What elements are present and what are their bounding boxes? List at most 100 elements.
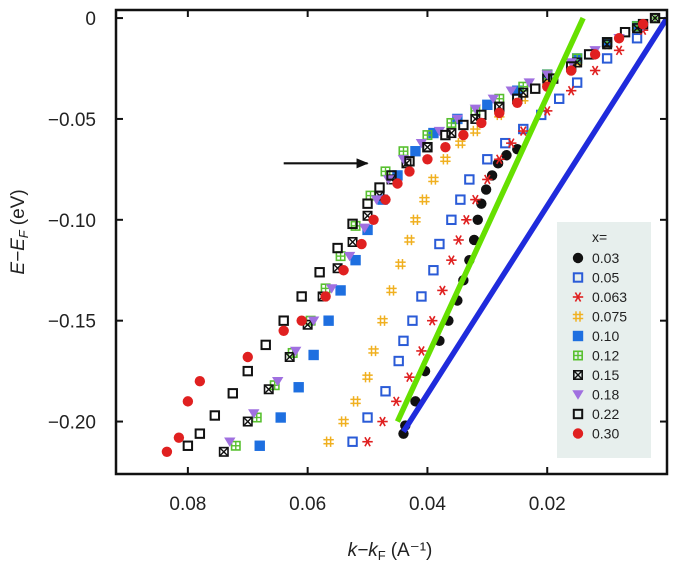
plot-frame <box>114 8 669 476</box>
data-point <box>392 170 403 181</box>
data-point <box>428 127 439 139</box>
data-point <box>386 285 397 296</box>
data-point <box>350 396 361 407</box>
legend-label: 0.05 <box>592 270 619 286</box>
data-point <box>398 335 409 347</box>
legend-item: 0.03 <box>572 250 619 266</box>
legend-marker <box>572 330 584 342</box>
data-point <box>308 349 319 361</box>
data-point <box>230 440 241 451</box>
data-point <box>440 154 451 165</box>
data-point <box>446 117 457 128</box>
data-point <box>374 182 385 193</box>
data-point <box>248 409 260 419</box>
data-point <box>391 396 402 407</box>
data-point <box>398 146 409 157</box>
data-point <box>469 104 482 115</box>
data-point <box>260 339 271 351</box>
data-point <box>512 97 523 109</box>
data-point <box>242 365 253 377</box>
legend-item: 0.075 <box>572 309 627 325</box>
data-point <box>419 194 430 205</box>
data-point <box>362 412 373 423</box>
data-point <box>433 126 446 137</box>
legend-marker <box>572 292 584 302</box>
data-point <box>335 285 346 296</box>
data-point <box>446 214 457 226</box>
data-point <box>440 129 451 141</box>
legend-item: 0.15 <box>572 367 619 383</box>
data-point <box>451 114 464 125</box>
data-point <box>415 138 428 149</box>
data-point <box>486 170 498 181</box>
data-point <box>631 33 643 44</box>
data-point <box>410 214 421 226</box>
legend-marker <box>572 350 583 361</box>
data-point <box>434 238 445 250</box>
data-point <box>440 141 451 153</box>
data-point <box>613 33 625 44</box>
data-point <box>343 251 356 262</box>
data-point <box>530 83 541 94</box>
data-point <box>613 45 625 56</box>
data-point <box>380 194 391 205</box>
data-point <box>325 284 338 294</box>
data-point <box>410 146 421 157</box>
legend-label: 0.12 <box>592 348 619 364</box>
data-point <box>347 237 358 248</box>
x-tick-label: 0.04 <box>409 494 446 515</box>
data-point <box>422 130 433 141</box>
legend-label: 0.10 <box>592 328 619 344</box>
data-point <box>275 412 286 423</box>
legend-label: 0.30 <box>592 426 619 442</box>
data-point <box>565 85 577 96</box>
data-point <box>494 154 505 165</box>
data-point <box>422 142 433 153</box>
fit-lines <box>394 16 667 434</box>
legend: x= 0.03 0.05 0.063 0.075 0.10 0.12 0.15 0.18 0.2… <box>557 222 651 458</box>
series-0_30 <box>161 18 649 458</box>
data-point <box>395 258 406 270</box>
legend-label: 0.18 <box>592 387 619 403</box>
legend-item: 0.10 <box>572 328 619 344</box>
data-point <box>377 315 388 326</box>
data-point <box>393 355 404 367</box>
legend-label: 0.15 <box>592 367 619 383</box>
data-point <box>494 107 505 119</box>
y-axis-title-main: E−E <box>8 238 29 275</box>
data-point <box>649 12 661 24</box>
data-point <box>380 386 391 397</box>
x-axis-title: k−kF (A⁻¹) <box>348 540 433 563</box>
data-point <box>194 376 206 387</box>
x-axis-title-unit: (A⁻¹) <box>391 540 433 561</box>
data-point <box>362 371 373 383</box>
data-point <box>362 224 373 236</box>
data-point <box>407 315 418 326</box>
data-point <box>637 18 649 30</box>
data-point <box>416 346 427 356</box>
legend-label: 0.03 <box>592 250 619 266</box>
data-point <box>455 194 466 205</box>
legend-marker <box>572 369 583 380</box>
data-point <box>601 53 613 64</box>
data-point <box>589 65 601 76</box>
data-point <box>194 428 206 439</box>
series-0_22 <box>182 12 661 451</box>
data-point <box>506 138 517 149</box>
legend-marker <box>572 390 584 400</box>
legend-item: 0.22 <box>572 406 619 422</box>
data-point <box>173 432 185 443</box>
data-point <box>505 86 517 96</box>
data-point <box>404 234 415 246</box>
data-point <box>218 446 229 457</box>
legend-title: x= <box>592 229 607 245</box>
data-point <box>422 141 433 153</box>
series-0_063 <box>362 25 649 447</box>
data-point <box>254 440 265 451</box>
data-point <box>284 351 295 362</box>
legend-marker <box>572 408 584 420</box>
data-point <box>289 346 302 357</box>
data-point <box>512 85 523 96</box>
data-point <box>571 77 583 88</box>
blue-line <box>401 16 667 434</box>
